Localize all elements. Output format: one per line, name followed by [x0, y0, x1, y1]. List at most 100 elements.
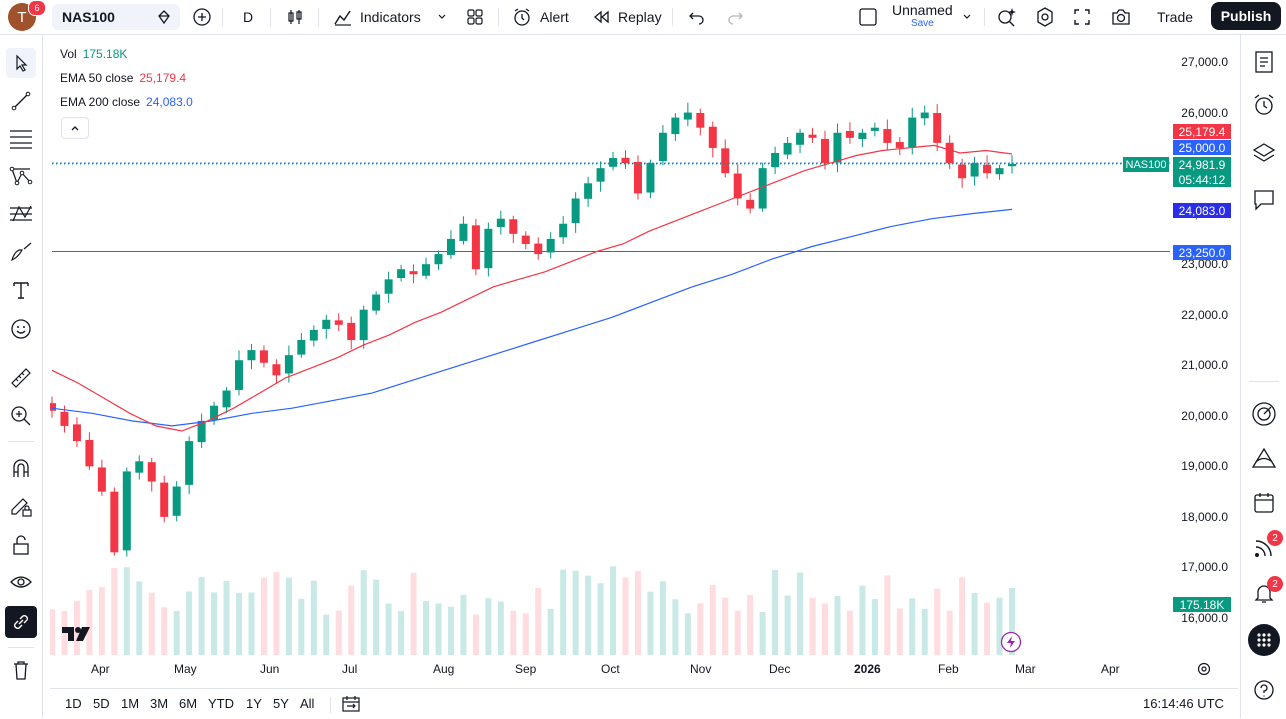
layout-menu-chevron[interactable] — [962, 0, 972, 34]
candle-body — [995, 168, 1004, 175]
hide-drawings-tool[interactable] — [6, 567, 36, 597]
legend-ema200[interactable]: EMA 200 close 24,083.0 — [60, 95, 193, 109]
pattern-tool[interactable] — [6, 161, 36, 191]
replay-label: Replay — [618, 9, 662, 25]
symbol-price-tag: NAS100 — [1123, 157, 1169, 172]
square-icon — [859, 8, 877, 26]
candle-body — [621, 157, 630, 164]
candle-body — [384, 279, 393, 294]
alarm-clock-icon — [1254, 94, 1274, 115]
layouts-button[interactable] — [466, 0, 484, 34]
range-1d[interactable]: 1D — [65, 696, 82, 711]
notifications-button[interactable] — [1249, 578, 1279, 608]
clock-time[interactable]: 16:14:46 UTC — [1143, 696, 1224, 711]
quick-search-button[interactable] — [996, 0, 1018, 34]
date-range-button[interactable] — [341, 694, 361, 719]
trend-line-tool[interactable] — [6, 86, 36, 116]
range-ytd[interactable]: YTD — [208, 696, 234, 711]
undo-button[interactable] — [688, 0, 706, 34]
candle-body — [908, 117, 917, 148]
volume-bar — [772, 569, 779, 655]
price-tick-label: 23,000.0 — [1181, 257, 1228, 272]
volume-bar — [360, 570, 367, 655]
volume-bar — [285, 577, 292, 655]
emoji-tool[interactable] — [6, 314, 36, 344]
replay-button[interactable]: Replay — [592, 0, 662, 34]
price-chart[interactable] — [50, 40, 1238, 683]
remove-drawings-tool[interactable] — [6, 655, 36, 685]
volume-bar — [597, 583, 604, 655]
grid-icon — [467, 9, 483, 25]
magnet-tool[interactable] — [6, 453, 36, 483]
redo-button[interactable] — [726, 0, 744, 34]
range-all[interactable]: All — [300, 696, 315, 711]
alert-button[interactable]: Alert — [512, 0, 569, 34]
text-icon — [13, 282, 29, 299]
lightning-button[interactable] — [1000, 631, 1022, 658]
avatar-letter: T — [17, 8, 27, 26]
measure-tool[interactable] — [6, 363, 36, 393]
lock-drawings-tool[interactable] — [6, 530, 36, 560]
candle-body — [758, 168, 767, 209]
publish-button[interactable]: Publish — [1211, 2, 1281, 30]
snapshot-button[interactable] — [1110, 0, 1132, 34]
candle-body — [409, 271, 418, 275]
chats-button[interactable] — [1249, 185, 1279, 215]
fullscreen-button[interactable] — [1072, 0, 1092, 34]
layout-checkbox[interactable] — [858, 0, 878, 34]
watchlist-button[interactable] — [1249, 47, 1279, 77]
range-5d[interactable]: 5D — [93, 696, 110, 711]
volume-bar — [298, 598, 305, 655]
brush-tool[interactable] — [6, 237, 36, 267]
range-6m[interactable]: 6M — [179, 696, 198, 711]
legend-volume: Vol 175.18K — [60, 47, 127, 61]
signals-button[interactable] — [1249, 533, 1279, 563]
legend-ema200-label: EMA 200 close — [60, 95, 141, 109]
candle-body — [110, 491, 119, 553]
candle-body — [172, 486, 181, 516]
volume-bar — [934, 588, 941, 655]
range-1m[interactable]: 1M — [121, 696, 140, 711]
volume-bar — [971, 592, 978, 655]
volume-bar — [1009, 587, 1015, 655]
brush-icon — [11, 242, 32, 262]
candle-body — [609, 158, 618, 167]
screener-button[interactable] — [1249, 399, 1279, 429]
legend-collapse-button[interactable] — [61, 117, 89, 139]
range-3m[interactable]: 3M — [150, 696, 169, 711]
range-5y[interactable]: 5Y — [273, 696, 289, 711]
object-tree-button[interactable] — [1249, 138, 1279, 168]
settings-button[interactable] — [1034, 0, 1056, 34]
forecasting-tool[interactable] — [6, 199, 36, 229]
text-tool[interactable] — [6, 275, 36, 305]
trade-button[interactable]: Trade — [1145, 3, 1205, 31]
indicators-button[interactable]: Indicators — [333, 0, 447, 34]
calendar-button[interactable] — [1249, 488, 1279, 518]
axis-settings-button[interactable] — [1196, 661, 1212, 682]
stay-in-drawing-mode-tool[interactable] — [6, 492, 36, 522]
candle-body — [746, 199, 755, 209]
help-button[interactable] — [1249, 675, 1279, 705]
volume-bar — [497, 601, 504, 655]
horizontal-lines-tool[interactable] — [6, 123, 36, 153]
diamond-icon[interactable] — [156, 9, 172, 30]
candle-body — [459, 223, 468, 241]
interval-button[interactable]: D — [243, 0, 253, 34]
link-tool[interactable] — [5, 606, 37, 638]
chart-type-button[interactable] — [286, 0, 304, 34]
layout-name-button[interactable]: Unnamed Save — [892, 0, 953, 34]
candle-body — [895, 142, 904, 148]
alerts-panel-button[interactable] — [1249, 90, 1279, 120]
cursor-tool[interactable] — [6, 48, 36, 78]
pine-editor-button[interactable] — [1249, 443, 1279, 473]
price-tick-label: 22,000.0 — [1181, 307, 1228, 322]
symbol-search[interactable]: NAS100 — [52, 4, 180, 30]
add-symbol-button[interactable] — [192, 0, 212, 34]
legend-ema50[interactable]: EMA 50 close 25,179.4 — [60, 71, 186, 85]
time-tick-label: Feb — [938, 662, 959, 676]
broadcast-icon — [1255, 540, 1272, 557]
apps-menu-button[interactable] — [1248, 624, 1280, 656]
volume-bar — [472, 614, 479, 655]
zoom-tool[interactable] — [6, 401, 36, 431]
range-1y[interactable]: 1Y — [246, 696, 262, 711]
